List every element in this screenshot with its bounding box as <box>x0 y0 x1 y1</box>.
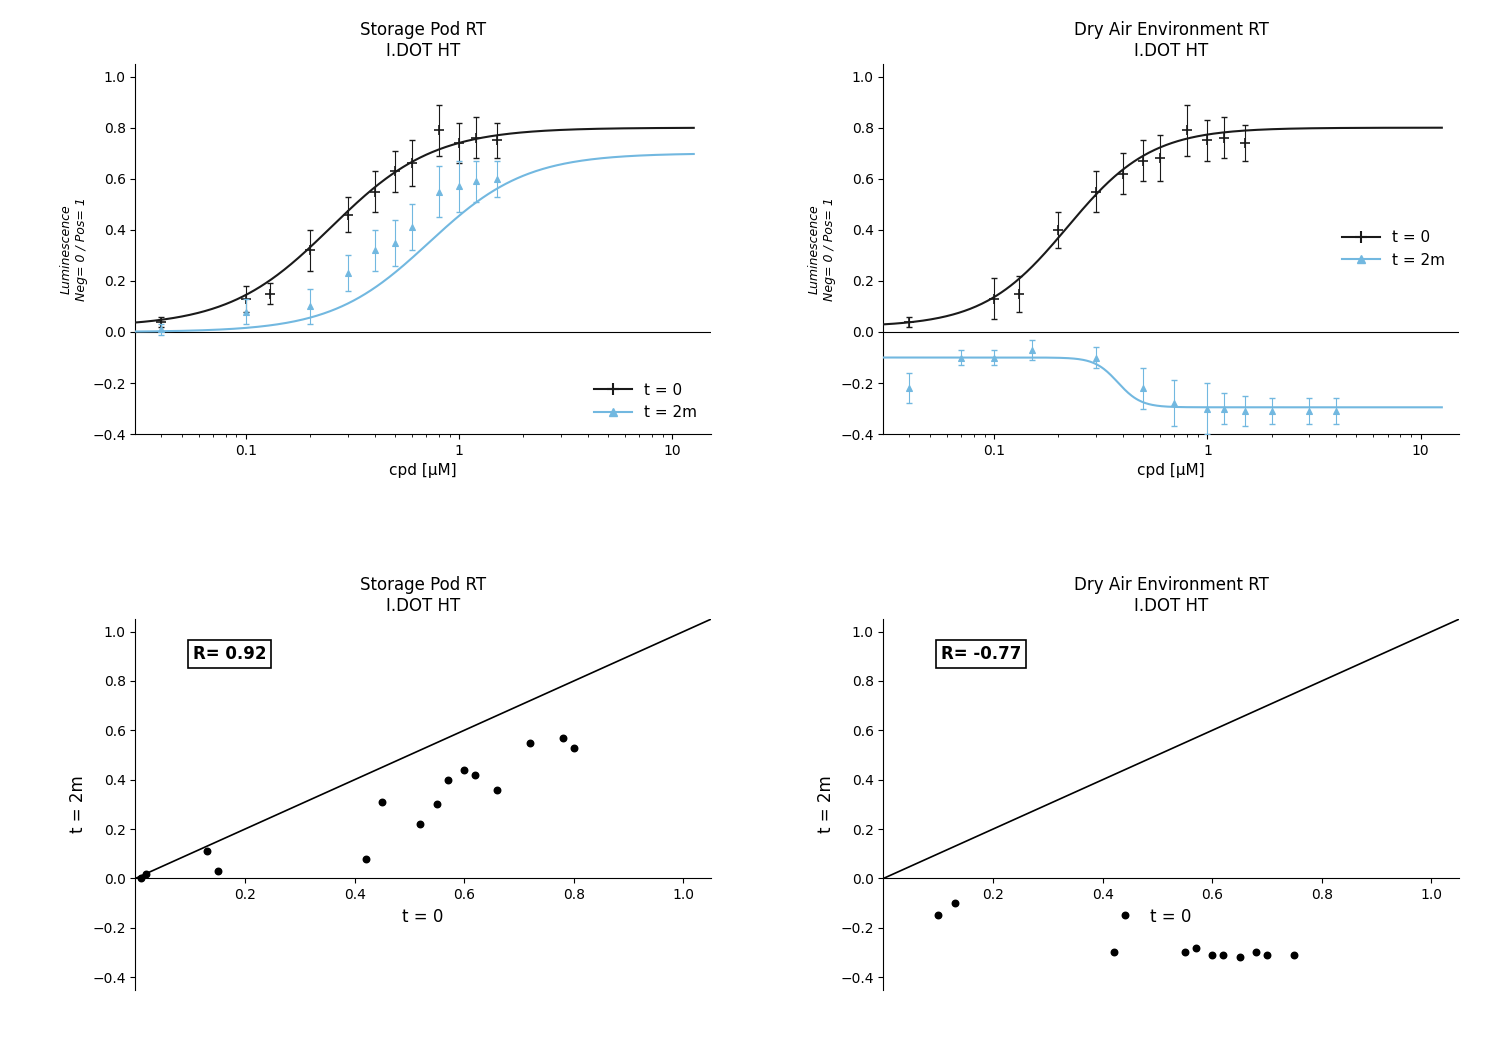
Legend: t = 0, t = 2m: t = 0, t = 2m <box>588 377 704 427</box>
Text: R= -0.77: R= -0.77 <box>942 645 1021 663</box>
Point <box>370 794 394 811</box>
Point <box>194 843 218 860</box>
Point <box>436 771 460 788</box>
Point <box>943 895 967 912</box>
Title: Storage Pod RT
I.DOT HT: Storage Pod RT I.DOT HT <box>359 576 486 615</box>
X-axis label: t = 0: t = 0 <box>403 908 444 926</box>
Title: Storage Pod RT
I.DOT HT: Storage Pod RT I.DOT HT <box>359 20 486 60</box>
Y-axis label: t = 2m: t = 2m <box>817 776 835 833</box>
Y-axis label: t = 2m: t = 2m <box>69 776 87 833</box>
Point <box>424 796 448 813</box>
Point <box>463 766 487 783</box>
Point <box>1254 947 1278 964</box>
Title: Dry Air Environment RT
I.DOT HT: Dry Air Environment RT I.DOT HT <box>1074 20 1268 60</box>
X-axis label: cpd [μM]: cpd [μM] <box>1137 464 1205 479</box>
Y-axis label: Luminescence
Neg= 0 / Pos= 1: Luminescence Neg= 0 / Pos= 1 <box>60 197 87 301</box>
Point <box>1184 940 1208 957</box>
Point <box>1244 944 1268 961</box>
Point <box>134 865 158 882</box>
X-axis label: t = 0: t = 0 <box>1151 908 1191 926</box>
Point <box>1283 947 1307 964</box>
Point <box>1211 947 1235 964</box>
Point <box>1200 947 1224 964</box>
Point <box>1101 944 1125 961</box>
Point <box>1173 944 1197 961</box>
Point <box>517 734 541 751</box>
Point <box>1227 949 1251 966</box>
Point <box>408 816 432 833</box>
Point <box>484 781 508 798</box>
X-axis label: cpd [μM]: cpd [μM] <box>390 464 457 479</box>
Point <box>353 850 378 867</box>
Point <box>206 863 230 880</box>
Title: Dry Air Environment RT
I.DOT HT: Dry Air Environment RT I.DOT HT <box>1074 576 1268 615</box>
Legend: t = 0, t = 2m: t = 0, t = 2m <box>1336 225 1451 273</box>
Point <box>926 907 951 924</box>
Point <box>453 762 477 779</box>
Point <box>1113 907 1137 924</box>
Point <box>129 870 153 887</box>
Point <box>550 729 575 746</box>
Y-axis label: Luminescence
Neg= 0 / Pos= 1: Luminescence Neg= 0 / Pos= 1 <box>808 197 836 301</box>
Text: R= 0.92: R= 0.92 <box>193 645 266 663</box>
Point <box>562 739 587 757</box>
